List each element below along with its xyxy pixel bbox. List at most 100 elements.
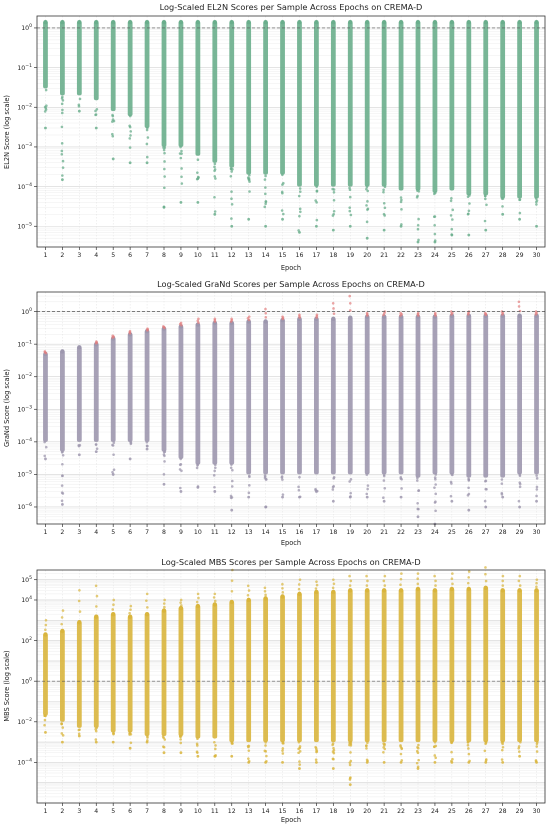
scatter-point bbox=[162, 148, 166, 152]
scatter-point bbox=[145, 128, 149, 132]
outlier-point bbox=[535, 578, 539, 581]
x-axis: 1 2 3 4 5 6 7 8 9 10 11 12 13 14 15 16 17 18 19 20 21 22 23 24 2… bbox=[43, 247, 541, 259]
scatter-point bbox=[128, 146, 132, 149]
outlier-point bbox=[416, 572, 420, 575]
scatter-point bbox=[264, 750, 268, 753]
epoch-column-14 bbox=[263, 307, 268, 509]
outlier-point bbox=[297, 583, 301, 586]
scatter-point bbox=[281, 747, 285, 750]
scatter-point bbox=[264, 202, 267, 206]
scatter-point bbox=[111, 443, 114, 447]
scatter-point bbox=[44, 714, 47, 718]
scatter-point bbox=[280, 209, 284, 212]
epoch-column-18 bbox=[330, 19, 336, 232]
scatter-point bbox=[298, 475, 301, 479]
epoch-column-26 bbox=[466, 19, 472, 237]
epoch-column-19 bbox=[347, 294, 353, 499]
max-point bbox=[229, 19, 234, 25]
epoch-column-15 bbox=[280, 315, 285, 499]
max-point bbox=[280, 594, 285, 599]
scatter-point bbox=[264, 192, 267, 196]
outlier-point bbox=[315, 580, 318, 583]
scatter-point bbox=[485, 487, 488, 491]
scatter-point bbox=[264, 741, 267, 744]
scatter-point bbox=[128, 114, 132, 118]
min-point bbox=[535, 499, 538, 503]
dense-points bbox=[178, 21, 184, 147]
min-point bbox=[264, 760, 267, 764]
min-point bbox=[467, 508, 471, 512]
scatter-point bbox=[280, 476, 284, 479]
scatter-point bbox=[315, 218, 319, 222]
outlier-point bbox=[163, 598, 166, 602]
min-point bbox=[450, 760, 454, 764]
outlier-point bbox=[128, 611, 131, 615]
x-tick-label: 30 bbox=[533, 808, 541, 815]
max-point bbox=[111, 19, 116, 25]
scatter-point bbox=[535, 745, 539, 748]
epoch-column-13 bbox=[246, 584, 252, 764]
scatter-point bbox=[314, 199, 317, 202]
dense-points bbox=[534, 314, 539, 475]
outlier-point bbox=[61, 609, 65, 612]
scatter-point bbox=[500, 197, 504, 200]
scatter-point bbox=[348, 188, 352, 192]
epoch-column-27 bbox=[483, 566, 489, 764]
min-point bbox=[365, 236, 369, 240]
dense-points bbox=[534, 589, 539, 743]
scatter-point bbox=[365, 220, 369, 224]
scatter-point bbox=[416, 502, 419, 505]
dense-points bbox=[144, 21, 150, 129]
x-tick-label: 24 bbox=[431, 808, 439, 815]
epoch-column-22 bbox=[398, 19, 404, 228]
epoch-column-13 bbox=[246, 19, 252, 221]
min-point bbox=[315, 224, 318, 228]
scatter-point bbox=[332, 198, 336, 202]
epoch-column-6 bbox=[127, 19, 133, 165]
scatter-point bbox=[332, 477, 335, 480]
min-point bbox=[213, 490, 217, 493]
scatter-point bbox=[366, 741, 369, 744]
outlier-point bbox=[264, 315, 268, 319]
min-point bbox=[501, 212, 505, 216]
outlier-point bbox=[129, 604, 133, 608]
epoch-column-28 bbox=[500, 574, 506, 764]
scatter-point bbox=[94, 738, 98, 741]
scatter-point bbox=[61, 166, 65, 169]
dense-points bbox=[195, 21, 201, 156]
scatter-point bbox=[61, 159, 65, 163]
x-tick-label: 20 bbox=[363, 529, 371, 536]
max-point bbox=[161, 19, 167, 25]
chart-title: Log-Scaled MBS Scores per Sample Across … bbox=[161, 557, 420, 567]
min-point bbox=[467, 760, 471, 764]
scatter-point bbox=[297, 740, 301, 744]
epoch-column-8 bbox=[161, 19, 167, 209]
min-point bbox=[77, 109, 81, 113]
x-tick-label: 9 bbox=[179, 529, 183, 536]
min-point bbox=[331, 767, 335, 770]
outlier-point bbox=[281, 315, 284, 318]
epoch-column-5 bbox=[110, 19, 116, 161]
scatter-point bbox=[298, 749, 302, 753]
max-point bbox=[432, 19, 438, 25]
y-tick-label: 10−1 bbox=[17, 63, 32, 72]
scatter-point bbox=[315, 748, 318, 752]
scatter-point bbox=[467, 747, 470, 750]
scatter-point bbox=[466, 212, 470, 216]
outlier-point bbox=[416, 311, 420, 315]
max-point bbox=[178, 605, 184, 611]
x-tick-label: 14 bbox=[262, 252, 270, 259]
scatter-point bbox=[501, 205, 504, 208]
scatter-point bbox=[213, 162, 217, 166]
scatter-point bbox=[61, 734, 65, 737]
outlier-point bbox=[246, 584, 250, 588]
scatter-point bbox=[383, 486, 387, 490]
outlier-point bbox=[466, 581, 470, 585]
outlier-point bbox=[383, 574, 387, 578]
x-tick-label: 29 bbox=[516, 529, 524, 536]
epoch-column-25 bbox=[449, 310, 455, 503]
outlier-point bbox=[348, 294, 352, 298]
max-point bbox=[398, 19, 404, 25]
x-tick-label: 17 bbox=[312, 252, 320, 259]
